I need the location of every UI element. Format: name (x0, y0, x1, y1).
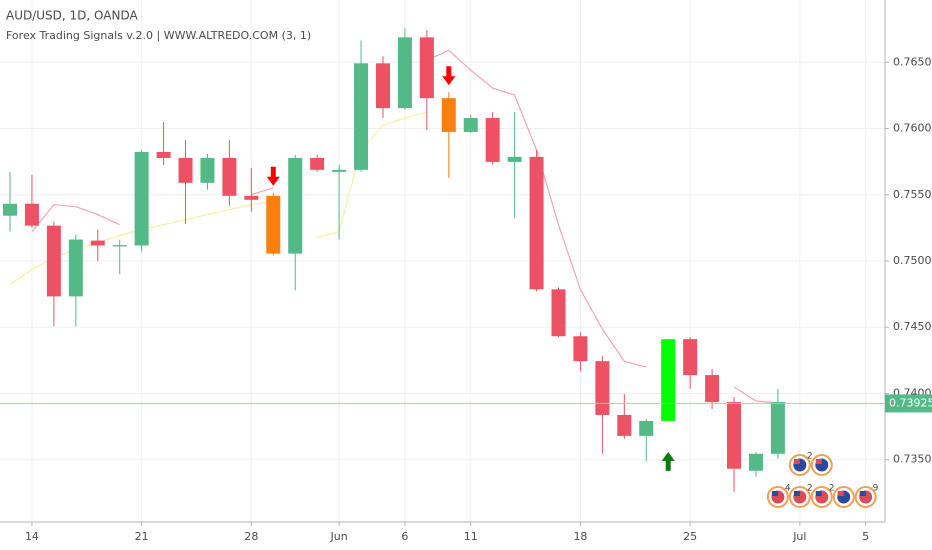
candle-body (573, 336, 588, 362)
y-tick-label: 0.76500 (893, 55, 932, 68)
signal-arrow-down (442, 66, 456, 86)
candle-body (112, 245, 127, 247)
candle-body (770, 401, 785, 454)
x-tick-label: 21 (135, 530, 149, 543)
candle-body (310, 157, 325, 170)
candle-body (507, 156, 522, 162)
last-price-label: 0.73925 (889, 396, 932, 409)
event-flag-canton (837, 491, 844, 496)
candle-body (485, 118, 500, 162)
x-tick-label: 11 (464, 530, 478, 543)
event-count: 2 (829, 484, 835, 494)
event-flag-canton (859, 491, 866, 496)
candle-body (529, 156, 544, 290)
candle-body (354, 63, 369, 170)
x-tick-label: 25 (683, 530, 697, 543)
candle-body (661, 339, 676, 421)
x-tick-label: 28 (244, 530, 258, 543)
candle-body (288, 157, 303, 254)
plot (3, 28, 785, 492)
grid (0, 0, 885, 522)
x-tick-label: 18 (573, 530, 587, 543)
candle-body (178, 157, 193, 183)
x-tick-label: Jul (792, 530, 806, 543)
candle-body (68, 239, 83, 297)
event-flag-canton (793, 459, 800, 464)
candle-body (3, 203, 17, 216)
candle-body (419, 37, 434, 99)
event-count: 9 (873, 484, 879, 494)
candle-body (222, 157, 237, 196)
candle-body (551, 289, 566, 337)
x-tick-label: 6 (401, 530, 408, 543)
chart-title: AUD/USD, 1D, OANDA (6, 9, 138, 23)
signal-arrow-up (661, 451, 675, 471)
candle-body (639, 420, 654, 436)
candle-body (463, 118, 478, 132)
signal-arrow-down (266, 166, 280, 186)
candle-body (441, 98, 456, 132)
last-price-box (885, 394, 932, 413)
candle-body (90, 240, 105, 246)
x-tick-label: Jun (330, 530, 348, 543)
candle-body (397, 37, 412, 109)
candle-body (156, 151, 171, 158)
candle-body (727, 401, 742, 469)
event-count: 4 (785, 484, 791, 494)
candle-body (244, 195, 259, 200)
event-flag-canton (815, 459, 822, 464)
candle-body (46, 225, 61, 297)
candle-body (748, 453, 763, 471)
candle-body (332, 169, 347, 172)
candle-body (200, 157, 215, 183)
candle-body (375, 63, 390, 109)
candle-body (617, 414, 632, 436)
event-count: 2 (807, 484, 813, 494)
indicator-line (31, 49, 778, 404)
event-count: 2 (807, 452, 813, 462)
candle-body (24, 203, 39, 226)
x-tick-label: 14 (25, 530, 39, 543)
candle-body (266, 195, 281, 254)
candle-body (595, 361, 610, 415)
event-flag-canton (815, 491, 822, 496)
event-flag-canton (793, 491, 800, 496)
indicator-label: Forex Trading Signals v.2.0 | WWW.ALTRED… (6, 29, 311, 42)
event-flag-canton (771, 491, 778, 496)
candle-body (683, 339, 698, 376)
x-tick-label: 5 (862, 530, 869, 543)
candle-body (134, 151, 149, 246)
candle-body (705, 375, 720, 402)
